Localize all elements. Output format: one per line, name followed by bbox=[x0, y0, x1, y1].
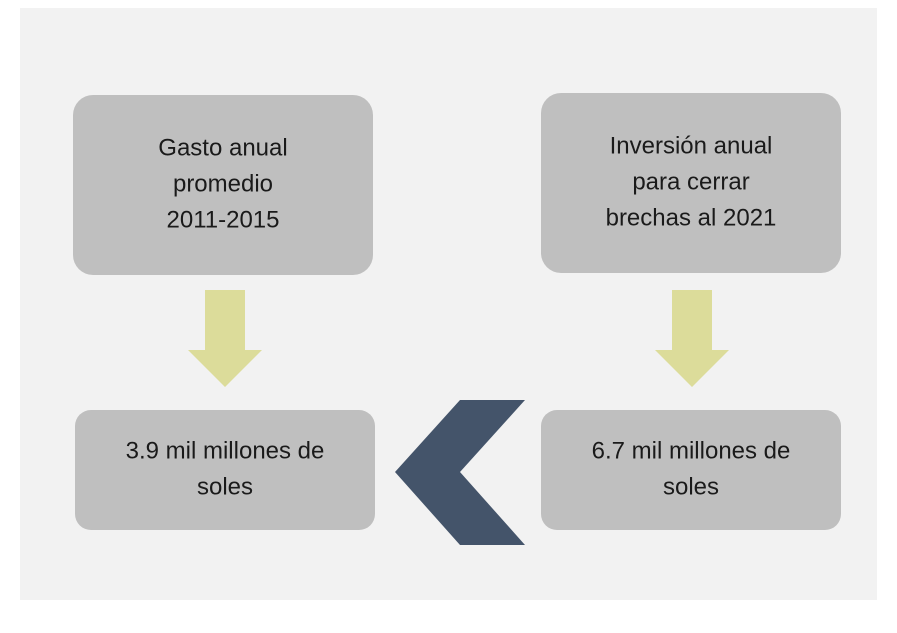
box-label: 2011-2015 bbox=[167, 206, 280, 233]
box-label: Inversión anual bbox=[610, 132, 773, 159]
box-label: 3.9 mil millones de bbox=[126, 437, 325, 464]
box bbox=[541, 93, 841, 273]
box bbox=[73, 95, 373, 275]
chevron-left bbox=[395, 400, 525, 545]
box-label: para cerrar bbox=[632, 168, 749, 195]
box-label: soles bbox=[663, 473, 719, 500]
box-label: 6.7 mil millones de bbox=[592, 437, 791, 464]
box-label: brechas al 2021 bbox=[606, 204, 777, 231]
labels: Gasto anual promedio 2011-2015 Inversión an… bbox=[126, 132, 791, 500]
box bbox=[541, 410, 841, 530]
box-label: promedio bbox=[173, 170, 273, 197]
box-label: soles bbox=[197, 473, 253, 500]
down-arrow bbox=[655, 290, 729, 387]
down-arrow bbox=[188, 290, 262, 387]
box bbox=[75, 410, 375, 530]
box-label: Gasto anual bbox=[158, 134, 287, 161]
